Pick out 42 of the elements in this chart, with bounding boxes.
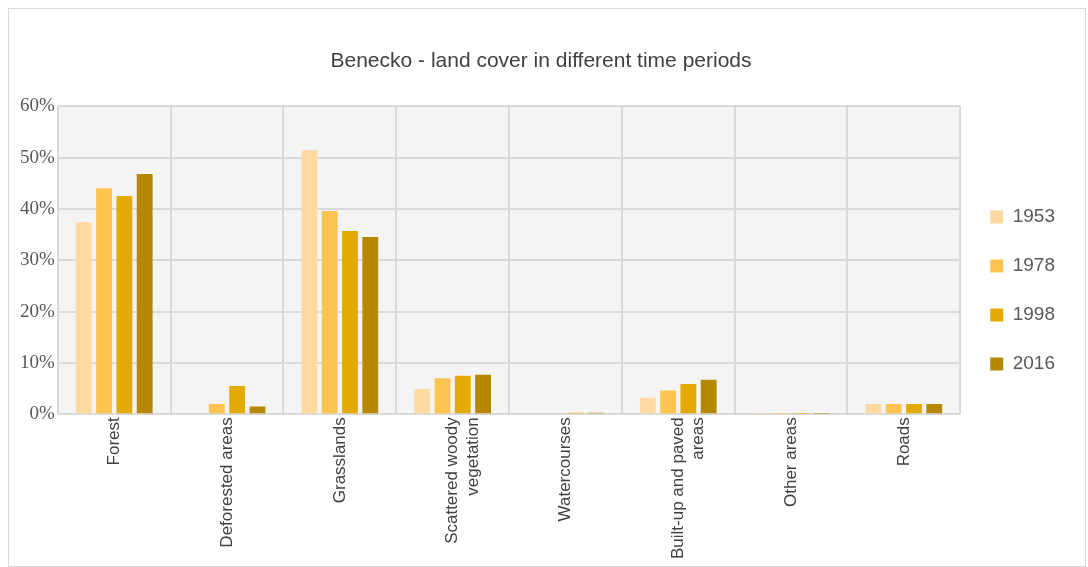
bar	[454, 375, 471, 414]
legend-label: 1978	[1012, 254, 1056, 276]
chart-title: Benecko - land cover in different time periods	[330, 48, 752, 72]
x-tick-label: Scattered woody vegetation	[442, 416, 482, 544]
y-tick-label: 0%	[29, 402, 55, 424]
bar	[96, 188, 112, 414]
bar	[301, 150, 318, 414]
bar	[660, 390, 676, 414]
bar	[475, 374, 491, 414]
y-tick-label: 20%	[20, 299, 55, 321]
legend-label: 1953	[1012, 205, 1056, 227]
y-tick-label: 30%	[20, 248, 55, 270]
y-tick-label: 60%	[20, 94, 55, 116]
bar	[680, 383, 697, 414]
y-tick-label: 50%	[20, 145, 55, 167]
bar	[229, 386, 246, 414]
legend-label: 1998	[1012, 303, 1056, 325]
x-tick-label: Built-up and paved areas	[667, 417, 708, 560]
y-tick-label: 10%	[20, 350, 55, 372]
bar	[414, 389, 431, 414]
x-tick-label: Other areas	[780, 417, 800, 507]
bar	[208, 403, 225, 414]
x-tick-label: Grasslands	[329, 417, 349, 504]
y-tick-label: 40%	[20, 196, 55, 218]
x-tick-label: Deforested areas	[216, 417, 236, 548]
bar	[362, 237, 379, 414]
bar	[906, 403, 922, 414]
bar	[321, 210, 338, 414]
bar	[75, 222, 92, 414]
x-tick-label: Forest	[103, 416, 123, 466]
x-tick-label: Watercourses	[555, 417, 575, 522]
bar	[885, 403, 902, 414]
bar	[342, 230, 358, 414]
legend-label: 2016	[1012, 352, 1056, 374]
bar	[639, 397, 656, 414]
bar	[926, 403, 943, 414]
bar	[136, 173, 153, 414]
bar	[865, 403, 882, 414]
bar	[116, 196, 133, 414]
bar	[700, 379, 717, 414]
bar	[434, 378, 451, 414]
x-tick-label: Roads	[893, 417, 913, 467]
